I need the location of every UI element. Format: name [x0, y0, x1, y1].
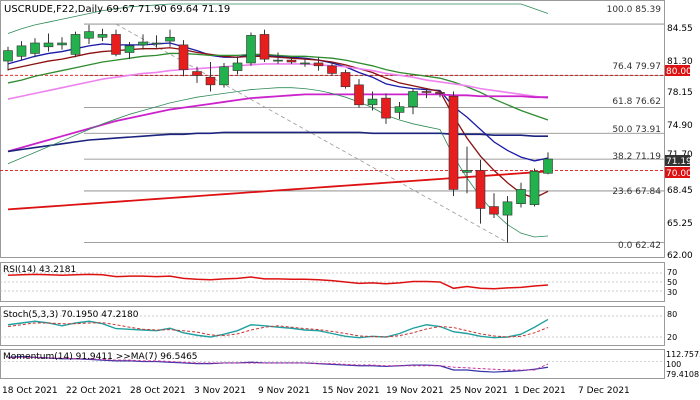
bearish-candle [327, 65, 337, 74]
bullish-candle [232, 62, 243, 71]
fib-label: 100.0 85.39 [607, 5, 662, 15]
current-price-badge [665, 155, 690, 166]
bearish-candle [381, 97, 391, 119]
bullish-candle [502, 201, 513, 216]
momentum-title: Momentum(14) 91.9411 >>MA(7) 96.5465 [3, 352, 198, 362]
price-tick: 74.90 [667, 121, 693, 131]
x-tick: 22 Oct 2021 [66, 386, 122, 396]
price-tick: 78.15 [667, 88, 693, 98]
bullish-candle [219, 66, 229, 86]
bullish-candle [246, 35, 256, 64]
stoch-axis: 80 20 [667, 310, 677, 342]
price-badge-70 [665, 167, 690, 178]
bearish-candle [435, 92, 445, 94]
x-tick: 25 Nov 2021 [450, 386, 508, 396]
rsi-axis: 70 50 30 [667, 268, 677, 297]
bullish-candle [516, 189, 526, 204]
bearish-candle [192, 71, 202, 76]
bearish-candle [313, 62, 324, 67]
fib-label: 38.2 71.19 [612, 152, 661, 162]
bullish-candle [151, 42, 162, 45]
fib-label: 61.8 76.62 [612, 97, 661, 107]
main-panel-frame [0, 0, 665, 258]
bullish-candle [43, 42, 54, 48]
price-tick: 65.25 [667, 219, 693, 229]
bearish-candle [111, 34, 121, 55]
bullish-candle [300, 62, 310, 65]
x-tick: 19 Nov 2021 [386, 386, 444, 396]
bearish-candle [475, 170, 486, 209]
stoch-panel-frame [0, 306, 665, 346]
bearish-candle [354, 84, 364, 106]
bearish-candle [421, 91, 432, 93]
price-badge-80-label: 80.00 [666, 67, 692, 77]
price-badge-70-label: 70.00 [666, 169, 692, 179]
bullish-candle [57, 42, 67, 46]
stoch-title: Stoch(5,3,3) 70.1950 47.2180 [3, 310, 139, 320]
price-axis: 84.55 81.30 78.15 74.90 71.70 68.45 65.2… [667, 24, 693, 261]
rsi-tick: 50 [667, 278, 677, 287]
bearish-candle [178, 44, 189, 70]
series-line-bb_upper [7, 3, 549, 34]
price-badge-80 [665, 65, 690, 76]
bullish-candle [543, 158, 553, 174]
x-tick: 15 Nov 2021 [322, 386, 380, 396]
rsi-line [7, 273, 549, 290]
current-price-badge-label: 71.19 [666, 157, 692, 167]
price-tick: 62.00 [667, 251, 693, 261]
x-tick: 28 Oct 2021 [130, 386, 186, 396]
bearish-candle [205, 76, 216, 86]
x-tick: 3 Nov 2021 [194, 386, 246, 396]
rsi-title: RSI(14) 43.2181 [3, 265, 76, 275]
bullish-candle [30, 42, 40, 54]
fib-trend-line [115, 23, 508, 243]
momentum-tick: 100 [666, 360, 681, 369]
x-axis: 18 Oct 2021 22 Oct 2021 28 Oct 2021 3 No… [2, 386, 630, 396]
bullish-candle [462, 170, 472, 173]
bullish-candle [394, 106, 405, 113]
bullish-candle [70, 34, 81, 55]
bearish-candle [259, 34, 270, 60]
bullish-candle [408, 91, 418, 108]
x-tick: 9 Nov 2021 [258, 386, 310, 396]
chart-title: USCRUDE,F22,Daily 69.67 71.90 69.64 71.1… [4, 4, 230, 15]
price-tick: 81.30 [667, 57, 693, 67]
x-tick: 1 Dec 2021 [514, 386, 566, 396]
momentum-tick: 112.7575 [666, 350, 700, 359]
bearish-candle [340, 72, 351, 88]
fib-label: 50.0 73.91 [612, 125, 661, 135]
bearish-candle [489, 206, 499, 215]
stoch-tick: 20 [667, 333, 677, 342]
fib-label: 0.0 62.42 [618, 241, 661, 251]
momentum-tick: 79.4108 [666, 370, 699, 379]
bullish-candle [165, 36, 175, 42]
bearish-candle [448, 95, 459, 190]
bullish-candle [367, 98, 378, 106]
fib-label: 76.4 79.97 [612, 62, 661, 72]
price-tick: 68.45 [667, 186, 693, 196]
bullish-candle [138, 41, 148, 46]
bullish-candle [84, 31, 94, 39]
price-tick: 84.55 [667, 24, 693, 34]
momentum-axis: 112.7575 100 79.4108 [666, 350, 700, 379]
momentum-ma-line [7, 356, 549, 371]
fib-label: 23.6 67.84 [612, 187, 661, 197]
stoch-d-line [7, 322, 549, 338]
rsi-tick: 70 [667, 268, 677, 277]
stoch-tick: 80 [667, 310, 677, 319]
bullish-candle [97, 34, 108, 38]
x-tick: 18 Oct 2021 [2, 386, 58, 396]
bullish-candle [16, 45, 27, 57]
x-tick: 7 Dec 2021 [578, 386, 630, 396]
fib-labels: 100.0 85.39 76.4 79.97 61.8 76.62 50.0 7… [607, 5, 662, 251]
bullish-candle [273, 59, 283, 62]
bullish-candle [3, 50, 13, 62]
bullish-candle [124, 45, 135, 53]
bearish-candle [286, 59, 297, 63]
rsi-tick: 30 [667, 288, 677, 297]
bullish-candle [529, 171, 540, 205]
